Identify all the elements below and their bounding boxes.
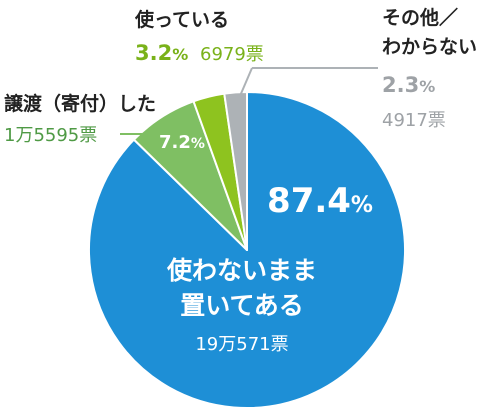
category-label-slice-1: 譲渡（寄付）した: [4, 92, 156, 115]
percent-value-slice-2: 3.2: [135, 41, 172, 65]
pie-slices: [88, 91, 406, 409]
category-label-slice-0-line-2: 置いてある: [180, 291, 304, 320]
category-label-slice-2: 使っている: [134, 9, 229, 31]
percent-sign-slice-2: %: [172, 45, 188, 64]
votes-label-slice-3: 4917票: [382, 110, 446, 131]
category-label-slice-3-line-1: その他／: [382, 6, 458, 29]
percent-value-slice-3: 2.3: [382, 73, 419, 97]
percent-label-slice-3: 2.3%: [382, 73, 435, 97]
leader-line-slice-3: [239, 67, 253, 97]
percent-label-slice-0: 87.4%: [267, 181, 373, 221]
percent-sign-slice-1: %: [191, 136, 205, 152]
leader-lines: [120, 67, 378, 135]
category-label-slice-0-line-1: 使わないまま: [166, 256, 317, 285]
percent-sign-slice-3: %: [419, 77, 435, 96]
category-label-slice-3-line-2: わからない: [382, 36, 477, 58]
votes-label-slice-2: 6979票: [200, 44, 264, 65]
percent-label-slice-1: 7.2%: [159, 132, 205, 153]
votes-label-slice-0: 19万571票: [195, 334, 288, 355]
percent-value-slice-1: 7.2: [159, 132, 191, 153]
percent-label-slice-2: 3.2%: [135, 41, 188, 65]
slice-labels: 87.4% 使わないまま 置いてある 19万571票 7.2% 譲渡（寄付）した…: [4, 6, 477, 355]
votes-label-slice-1: 1万5595票: [4, 125, 97, 146]
pie-slice-3: [223, 91, 248, 251]
percent-value-slice-0: 87.4: [267, 181, 351, 221]
percent-sign-slice-0: %: [351, 193, 373, 218]
